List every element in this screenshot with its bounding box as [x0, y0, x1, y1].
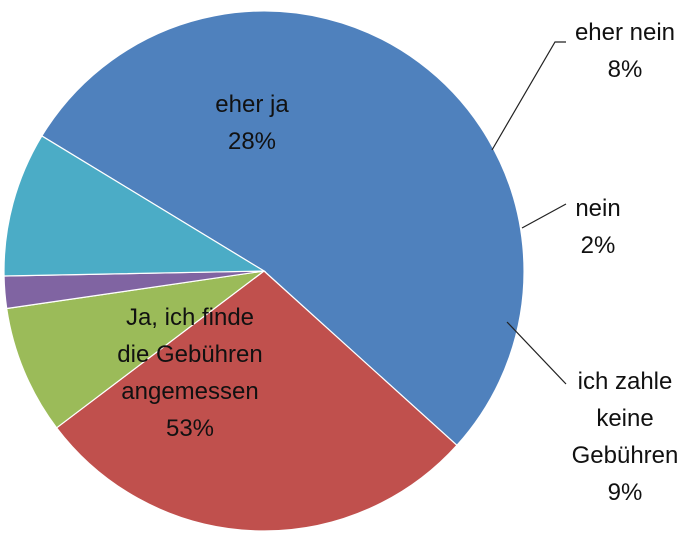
- slice-category-label: ich zahle: [578, 368, 673, 395]
- pie-slice-4: [3, 135, 267, 277]
- slice-category-label: eher ja: [215, 91, 289, 118]
- slice-percent-label: 9%: [608, 479, 643, 506]
- pie-slice-0: [41, 10, 525, 447]
- slice-category-label: angemessen: [121, 378, 258, 405]
- slice-percent-label: 28%: [228, 128, 276, 155]
- slice-label-2: eher nein 8%: [575, 19, 675, 83]
- slice-category-label: die Gebühren: [117, 341, 262, 368]
- pie-slices: [3, 10, 525, 532]
- pie-slice-1: [55, 270, 458, 532]
- leader-line-3: [521, 203, 567, 229]
- leader-line-2: [491, 41, 566, 151]
- slice-label-1: eher ja 28%: [215, 91, 289, 155]
- slice-category-label: eher nein: [575, 19, 675, 46]
- pie-slice-2: [6, 270, 265, 429]
- leader-line-4: [506, 321, 567, 385]
- slice-label-4: ich zahle keine Gebühren 9%: [572, 368, 679, 506]
- slice-labels: Ja, ich finde die Gebühren angemessen 53% eh…: [117, 19, 678, 506]
- slice-category-label: keine: [596, 405, 653, 432]
- slice-label-0: Ja, ich finde die Gebühren angemessen 53%: [117, 304, 262, 442]
- slice-percent-label: 2%: [581, 232, 616, 259]
- slice-percent-label: 8%: [608, 56, 643, 83]
- slice-percent-label: 53%: [166, 415, 214, 442]
- slice-category-label: Ja, ich finde: [126, 304, 254, 331]
- leader-lines: [491, 41, 567, 385]
- slice-category-label: Gebühren: [572, 442, 679, 469]
- slice-label-3: nein 2%: [575, 195, 620, 259]
- slice-category-label: nein: [575, 195, 620, 222]
